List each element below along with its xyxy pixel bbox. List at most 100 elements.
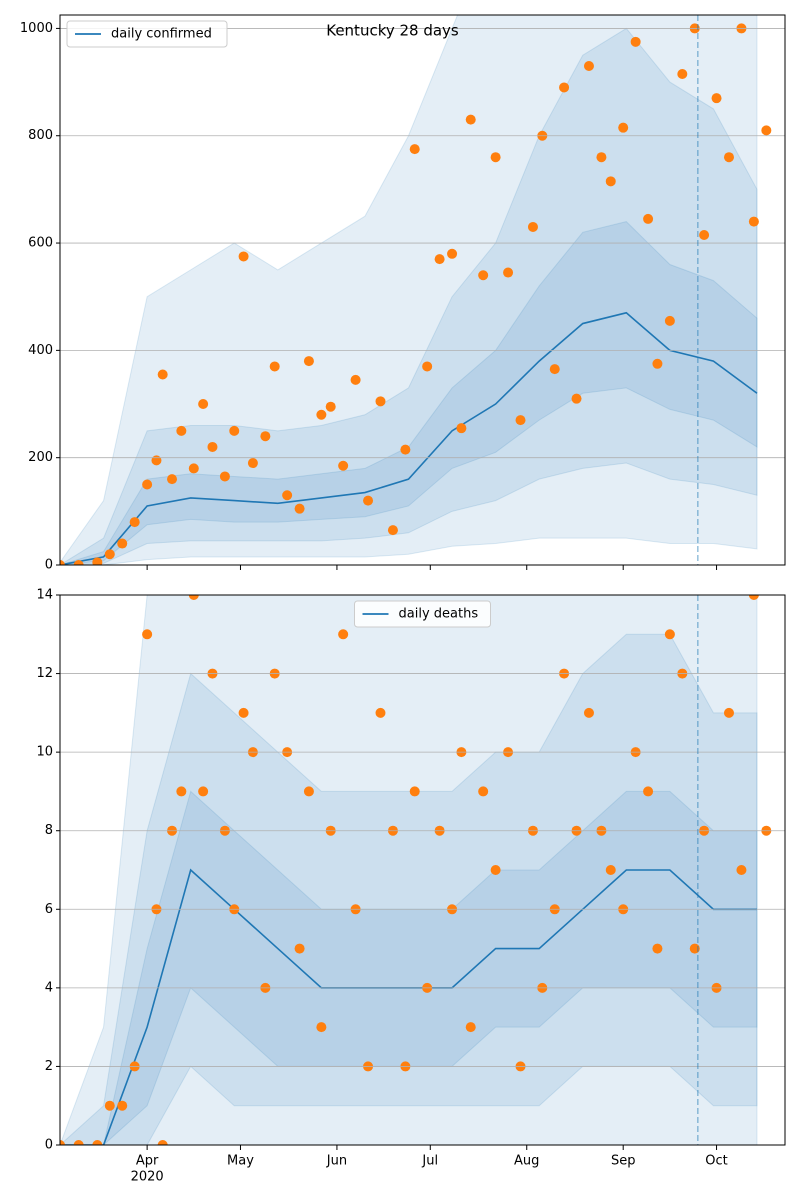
data-point bbox=[247, 458, 258, 469]
data-point bbox=[294, 503, 305, 514]
data-point bbox=[316, 409, 327, 420]
data-point bbox=[409, 144, 420, 155]
data-point bbox=[723, 152, 734, 163]
y-tick-label: 0 bbox=[45, 1138, 53, 1153]
data-point bbox=[151, 455, 162, 466]
data-point bbox=[456, 423, 467, 434]
data-point bbox=[478, 270, 489, 281]
data-point bbox=[723, 707, 734, 718]
data-point bbox=[630, 36, 641, 47]
axes-frame bbox=[59, 14, 786, 566]
data-point bbox=[583, 60, 594, 71]
data-point bbox=[434, 254, 445, 265]
data-point bbox=[73, 560, 84, 565]
data-point bbox=[350, 374, 361, 385]
data-point bbox=[699, 230, 710, 240]
data-point bbox=[571, 393, 582, 404]
legend-box bbox=[66, 20, 228, 48]
x-tick-label: May bbox=[227, 1154, 254, 1169]
data-point bbox=[338, 629, 349, 640]
data-point bbox=[129, 517, 140, 528]
data-point bbox=[92, 557, 103, 565]
data-point bbox=[303, 356, 314, 367]
data-point bbox=[157, 369, 168, 380]
data-point bbox=[605, 865, 616, 875]
y-tick-label: 1000 bbox=[20, 21, 53, 36]
data-point bbox=[303, 786, 314, 797]
data-point bbox=[559, 82, 570, 93]
data-point bbox=[387, 525, 398, 536]
legend: daily deaths bbox=[354, 600, 491, 628]
y-tick-label: 6 bbox=[45, 902, 53, 917]
data-point bbox=[207, 441, 218, 452]
y-tick-label: 12 bbox=[36, 666, 53, 681]
x-tick-label: Aug bbox=[514, 1154, 539, 1169]
plot-area bbox=[60, 595, 772, 1145]
data-point bbox=[465, 1022, 476, 1033]
data-point bbox=[478, 786, 489, 797]
y-tick-label: 0 bbox=[45, 558, 53, 573]
data-point bbox=[583, 707, 594, 718]
data-point bbox=[92, 1140, 103, 1145]
data-point bbox=[643, 786, 654, 797]
y-tick-label: 4 bbox=[45, 980, 53, 995]
data-point bbox=[375, 396, 386, 407]
data-point bbox=[643, 213, 654, 224]
series-line bbox=[60, 311, 758, 565]
data-point bbox=[664, 629, 675, 640]
x-tick-label: Jun bbox=[326, 1154, 347, 1169]
legend: daily confirmed bbox=[66, 20, 228, 48]
data-point bbox=[60, 1140, 65, 1145]
data-point bbox=[422, 361, 433, 372]
data-point bbox=[748, 216, 759, 227]
data-point bbox=[142, 479, 153, 490]
y-tick-label: 2 bbox=[45, 1059, 53, 1074]
x-tick-label: Sep bbox=[611, 1154, 636, 1169]
chart-title: Kentucky 28 days bbox=[326, 22, 459, 40]
data-point bbox=[238, 707, 249, 718]
uncertainty-band bbox=[60, 221, 758, 565]
data-point bbox=[238, 251, 249, 262]
data-point bbox=[219, 471, 230, 482]
data-point bbox=[60, 560, 65, 565]
data-point bbox=[260, 431, 271, 442]
data-point bbox=[652, 943, 663, 954]
y-tick-label: 200 bbox=[28, 450, 53, 465]
data-point bbox=[282, 490, 293, 501]
data-point bbox=[176, 786, 187, 797]
x-tick-label: Jul bbox=[421, 1154, 438, 1169]
data-point bbox=[316, 1022, 327, 1033]
data-point bbox=[375, 707, 386, 718]
axes-frame bbox=[59, 594, 786, 1146]
data-point bbox=[73, 1140, 84, 1145]
y-tick-label: 600 bbox=[28, 236, 53, 251]
data-point bbox=[198, 786, 209, 797]
data-point bbox=[652, 358, 663, 369]
data-point bbox=[527, 221, 538, 232]
data-point bbox=[294, 943, 305, 954]
data-point bbox=[736, 865, 747, 875]
data-point bbox=[447, 248, 458, 259]
x-tick-label: Oct bbox=[705, 1154, 727, 1169]
data-point bbox=[465, 114, 476, 125]
data-point bbox=[409, 786, 420, 797]
x-tick-label: Apr bbox=[136, 1154, 159, 1169]
data-point bbox=[363, 495, 374, 506]
y-tick-label: 14 bbox=[36, 588, 53, 603]
data-point bbox=[515, 415, 526, 426]
data-point bbox=[117, 538, 128, 549]
data-point bbox=[596, 152, 607, 163]
data-point bbox=[711, 93, 722, 104]
data-point bbox=[761, 125, 772, 136]
data-point bbox=[104, 1100, 115, 1111]
plot-area bbox=[60, 15, 772, 565]
data-point bbox=[549, 364, 560, 375]
data-point bbox=[117, 1100, 128, 1111]
data-point bbox=[104, 549, 115, 560]
data-point bbox=[157, 1140, 168, 1145]
legend-label: daily deaths bbox=[399, 607, 479, 622]
data-point bbox=[748, 595, 759, 600]
data-point bbox=[490, 865, 501, 875]
data-point bbox=[400, 444, 411, 455]
